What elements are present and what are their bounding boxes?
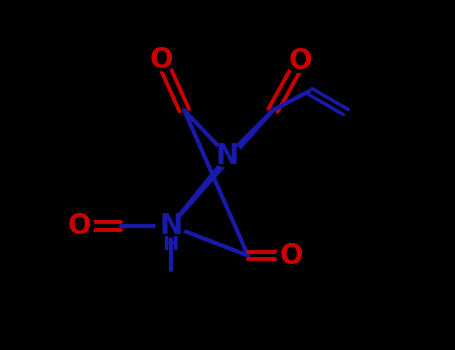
- Text: O: O: [68, 212, 91, 240]
- Text: O: O: [150, 46, 173, 74]
- Text: O: O: [288, 47, 312, 75]
- Text: N: N: [216, 142, 239, 170]
- Circle shape: [65, 215, 94, 237]
- Circle shape: [156, 215, 185, 237]
- Circle shape: [147, 48, 176, 71]
- Text: H: H: [162, 236, 179, 254]
- Circle shape: [277, 244, 306, 267]
- Circle shape: [213, 145, 242, 167]
- Text: N: N: [159, 212, 182, 240]
- Text: O: O: [279, 241, 303, 270]
- Circle shape: [286, 50, 315, 72]
